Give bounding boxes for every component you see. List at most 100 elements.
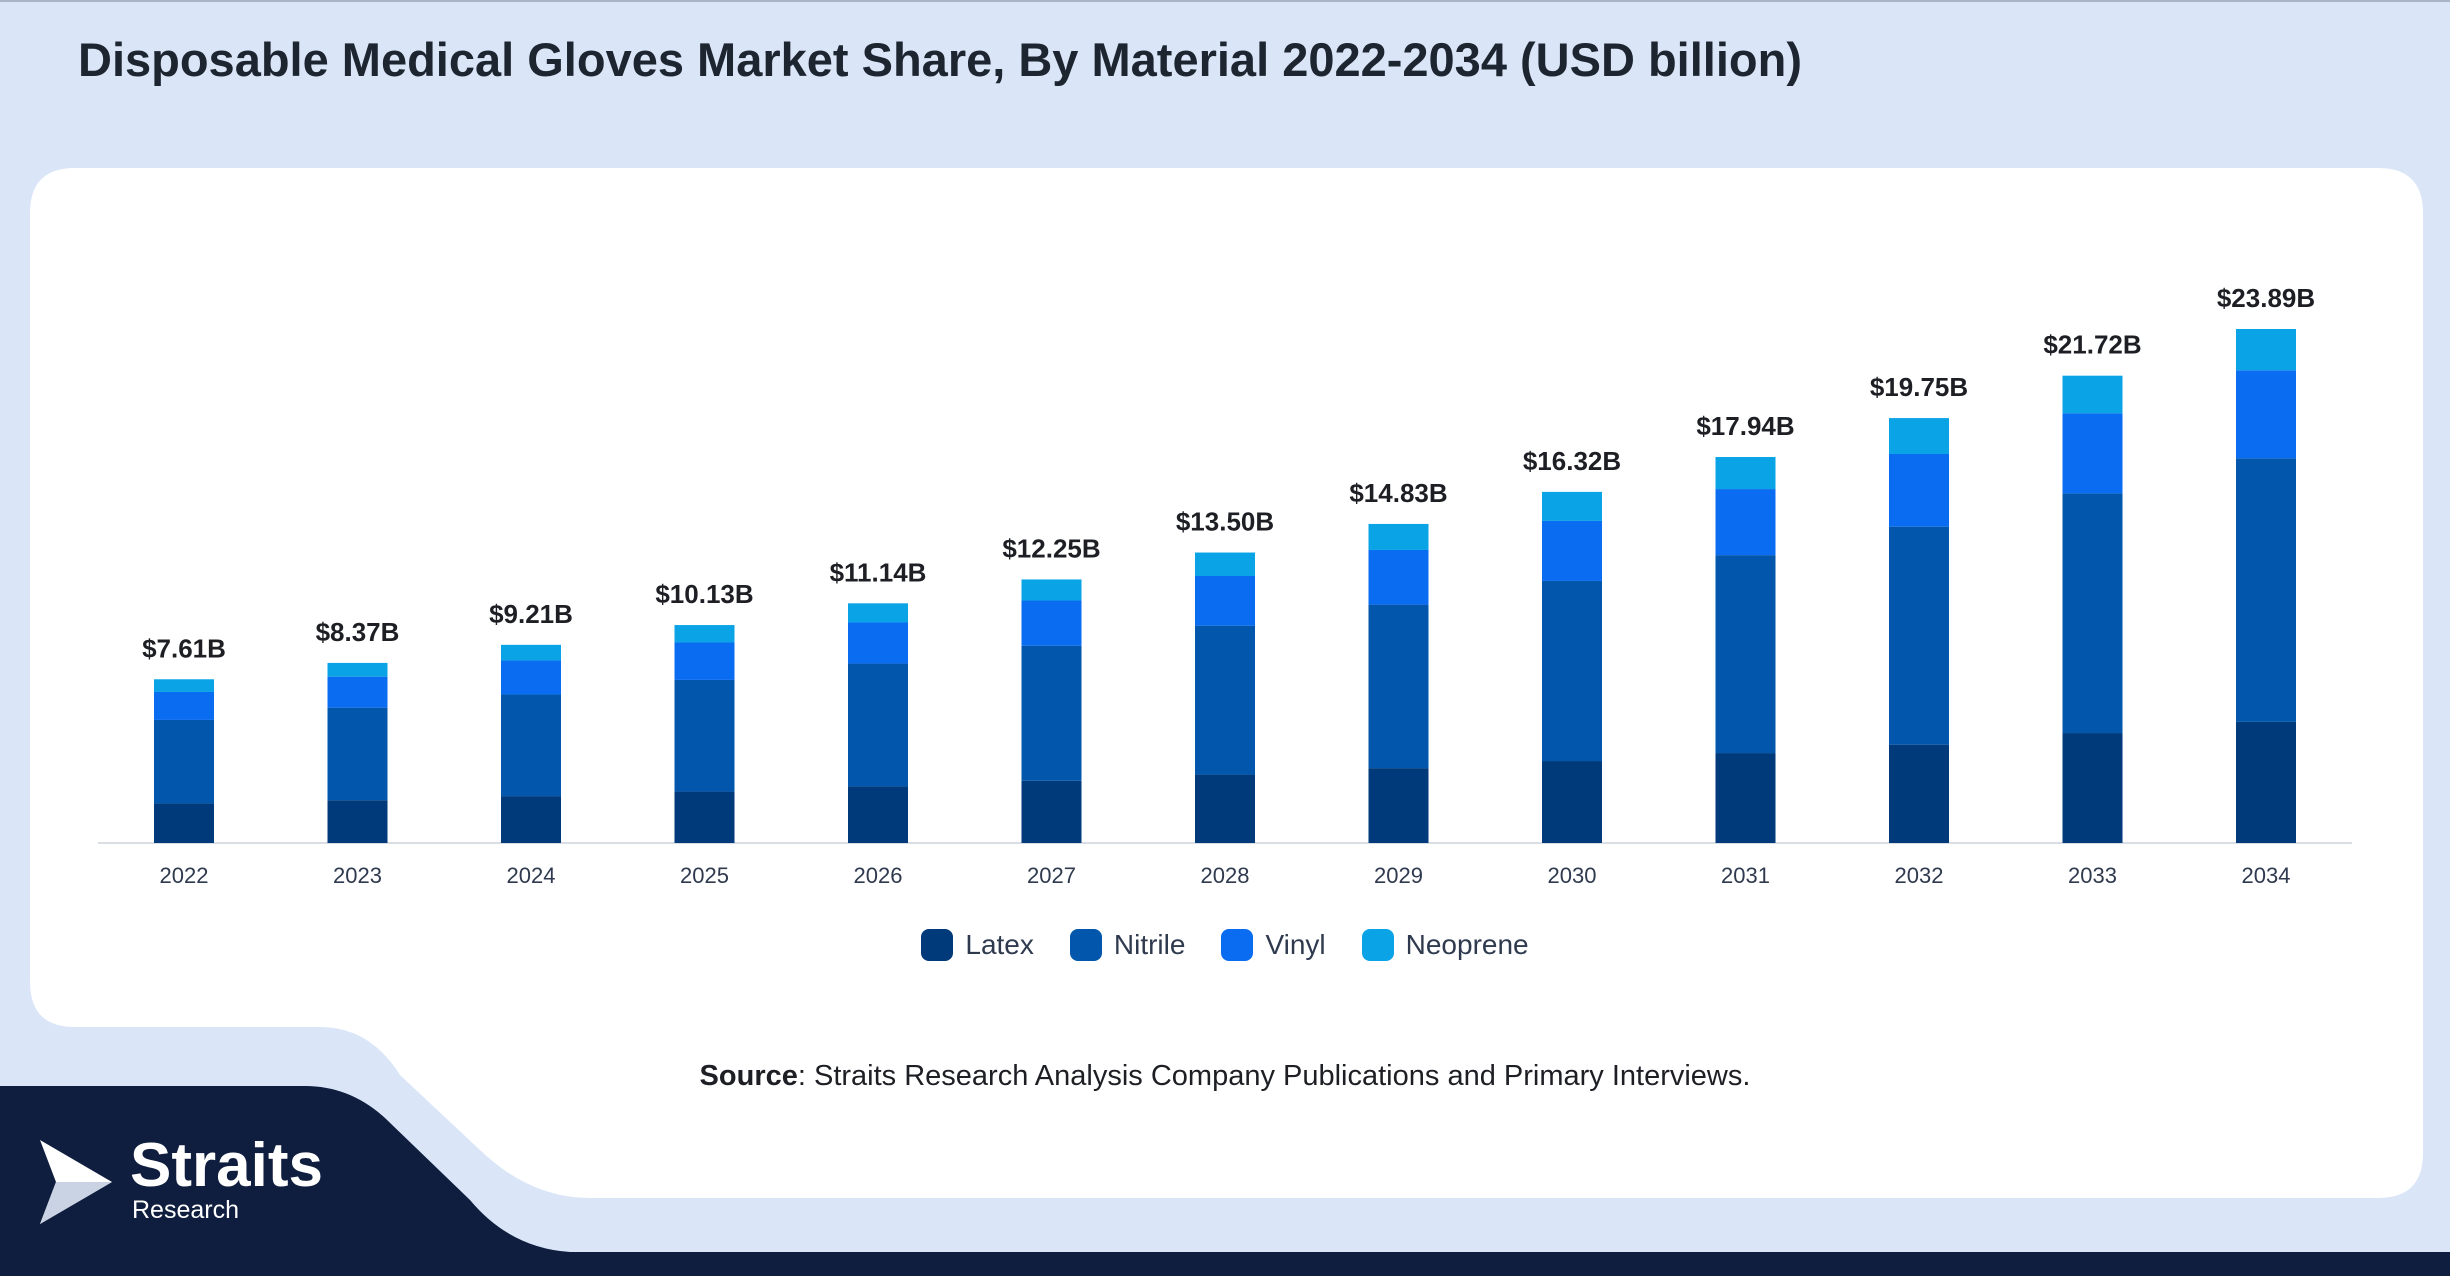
bar-segment-neoprene-2028 xyxy=(1195,552,1255,576)
bar-segment-latex-2029 xyxy=(1368,768,1429,843)
bar-segment-neoprene-2034 xyxy=(2236,329,2296,371)
bar-segment-nitrile-2029 xyxy=(1368,604,1429,769)
total-label-2028: $13.50B xyxy=(1176,507,1274,537)
bar-segment-neoprene-2027 xyxy=(1021,579,1082,601)
x-tick-label-2031: 2031 xyxy=(1721,863,1770,888)
x-tick-label-2028: 2028 xyxy=(1201,863,1250,888)
bar-segment-neoprene-2023 xyxy=(327,662,388,677)
bar-segment-neoprene-2031 xyxy=(1715,457,1776,490)
total-label-2034: $23.89B xyxy=(2217,283,2315,313)
bar-segment-nitrile-2032 xyxy=(1889,526,1949,745)
total-label-2031: $17.94B xyxy=(1696,411,1794,441)
total-label-2025: $10.13B xyxy=(655,579,753,609)
x-tick-label-2025: 2025 xyxy=(680,863,729,888)
x-tick-label-2024: 2024 xyxy=(507,863,556,888)
bar-segment-vinyl-2034 xyxy=(2236,370,2296,459)
bar-segment-vinyl-2022 xyxy=(154,691,214,720)
legend-swatch-neoprene xyxy=(1361,929,1394,961)
total-label-2032: $19.75B xyxy=(1870,372,1968,402)
total-label-2033: $21.72B xyxy=(2043,330,2141,360)
source-text: : Straits Research Analysis Company Publ… xyxy=(797,1060,1751,1092)
x-tick-label-2034: 2034 xyxy=(2242,863,2291,888)
legend-item-neoprene: Neoprene xyxy=(1361,929,1529,961)
bar-segment-neoprene-2029 xyxy=(1368,523,1429,550)
bar-segment-vinyl-2032 xyxy=(1889,454,1949,527)
bar-segment-vinyl-2027 xyxy=(1021,600,1082,646)
chart-legend: Latex Nitrile Vinyl Neoprene xyxy=(0,920,2450,970)
bar-segment-vinyl-2028 xyxy=(1195,575,1255,626)
logo-sub: Research xyxy=(132,1196,239,1224)
legend-label-latex: Latex xyxy=(965,929,1034,960)
bar-segment-nitrile-2033 xyxy=(2062,493,2123,734)
bar-segment-vinyl-2023 xyxy=(327,676,388,708)
bar-segment-latex-2026 xyxy=(848,786,908,843)
page-title: Disposable Medical Gloves Market Share, … xyxy=(78,33,1802,86)
bar-segment-neoprene-2022 xyxy=(154,679,214,692)
bar-segment-neoprene-2030 xyxy=(1542,491,1602,521)
bar-segment-neoprene-2024 xyxy=(501,644,561,661)
x-tick-label-2030: 2030 xyxy=(1548,863,1597,888)
total-label-2027: $12.25B xyxy=(1002,533,1100,563)
bar-segment-neoprene-2032 xyxy=(1889,418,1949,455)
bar-segment-vinyl-2033 xyxy=(2062,413,2123,494)
bar-segment-nitrile-2023 xyxy=(327,707,388,801)
bar-segment-vinyl-2024 xyxy=(501,660,561,695)
bar-segment-vinyl-2030 xyxy=(1542,520,1602,581)
legend-item-nitrile: Nitrile xyxy=(1069,929,1186,961)
legend-item-latex: Latex xyxy=(921,929,1034,961)
bar-segment-vinyl-2031 xyxy=(1715,489,1776,556)
legend-swatch-nitrile xyxy=(1069,929,1102,961)
bar-segment-latex-2027 xyxy=(1021,780,1082,843)
bar-segment-vinyl-2029 xyxy=(1368,549,1429,605)
x-tick-label-2029: 2029 xyxy=(1374,863,1423,888)
total-label-2029: $14.83B xyxy=(1349,478,1447,508)
total-label-2022: $7.61B xyxy=(142,633,226,663)
legend-swatch-latex xyxy=(921,929,954,961)
bar-segment-latex-2033 xyxy=(2062,733,2123,843)
bar-segment-nitrile-2030 xyxy=(1542,580,1602,762)
legend-label-neoprene: Neoprene xyxy=(1405,929,1529,960)
bar-segment-nitrile-2034 xyxy=(2236,458,2296,722)
bar-segment-vinyl-2025 xyxy=(674,642,735,680)
logo-arrow-icon xyxy=(40,1140,112,1224)
x-tick-label-2022: 2022 xyxy=(160,863,209,888)
bar-segment-vinyl-2026 xyxy=(848,622,908,664)
source-label: Source xyxy=(699,1060,798,1092)
bar-segment-nitrile-2031 xyxy=(1715,555,1776,754)
x-tick-label-2026: 2026 xyxy=(854,863,903,888)
bar-segment-latex-2025 xyxy=(674,791,735,843)
bar-segment-nitrile-2022 xyxy=(154,719,214,804)
total-label-2023: $8.37B xyxy=(316,617,400,647)
bar-segment-latex-2023 xyxy=(327,800,388,843)
x-tick-label-2032: 2032 xyxy=(1895,863,1944,888)
brand-band xyxy=(0,1086,2450,1276)
bar-segment-latex-2022 xyxy=(154,803,214,843)
legend-label-nitrile: Nitrile xyxy=(1113,929,1186,960)
bar-segment-latex-2034 xyxy=(2236,721,2296,843)
x-tick-label-2023: 2023 xyxy=(333,863,382,888)
straits-logo: Straits Research xyxy=(36,1130,356,1230)
bar-segment-neoprene-2033 xyxy=(2062,375,2123,414)
top-border xyxy=(0,0,2450,2)
bar-segment-neoprene-2025 xyxy=(674,625,735,643)
total-label-2030: $16.32B xyxy=(1523,446,1621,476)
bar-segment-latex-2028 xyxy=(1195,774,1255,843)
source-note: Source: Straits Research Analysis Compan… xyxy=(0,1060,2450,1093)
bar-segment-latex-2032 xyxy=(1889,744,1949,843)
legend-label-vinyl: Vinyl xyxy=(1265,929,1326,960)
bar-segment-nitrile-2025 xyxy=(674,679,735,792)
total-label-2026: $11.14B xyxy=(830,557,927,587)
bar-segment-nitrile-2027 xyxy=(1021,645,1082,781)
bar-segment-nitrile-2024 xyxy=(501,694,561,797)
bar-segment-neoprene-2026 xyxy=(848,603,908,623)
legend-item-vinyl: Vinyl xyxy=(1221,929,1326,961)
x-tick-label-2027: 2027 xyxy=(1027,863,1076,888)
logo-name: Straits xyxy=(130,1131,323,1200)
bar-segment-latex-2031 xyxy=(1715,753,1776,843)
bar-segment-nitrile-2028 xyxy=(1195,625,1255,775)
legend-swatch-vinyl xyxy=(1221,929,1254,961)
bar-segment-nitrile-2026 xyxy=(848,663,908,787)
x-tick-label-2033: 2033 xyxy=(2068,863,2117,888)
bar-segment-latex-2024 xyxy=(501,796,561,843)
